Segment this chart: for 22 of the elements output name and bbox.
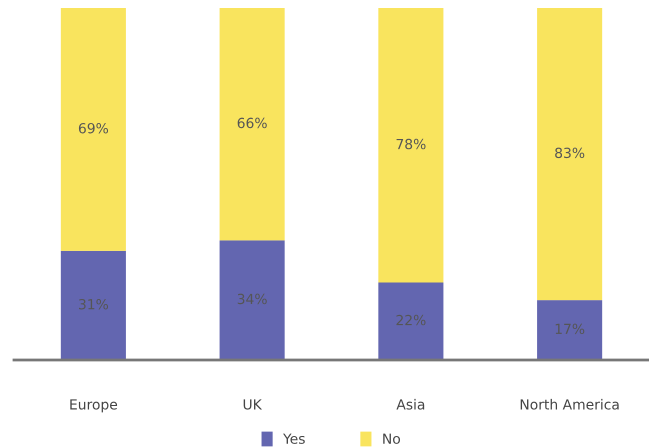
data-label: 31% [79,298,108,310]
x-tick-label: Asia [396,398,424,410]
x-tick-label: UK [244,399,262,410]
bar [60,8,126,251]
x-tick-label: North America [520,398,619,410]
data-label: 69% [78,122,108,134]
bar [378,282,444,360]
bar [220,240,285,360]
legend-label: No [383,434,400,444]
data-label: 34% [238,294,267,304]
bar [60,250,126,360]
data-label: 17% [556,324,584,334]
bar [537,300,602,360]
data-label: 22% [396,314,426,326]
bar [378,8,444,283]
data-label: 78% [396,138,426,150]
bar [220,8,285,240]
data-label: 66% [238,118,267,128]
legend-label: Yes [283,434,305,444]
data-label: 83% [555,148,584,158]
x-tick-label: Europe [70,399,118,412]
bar [537,8,602,300]
